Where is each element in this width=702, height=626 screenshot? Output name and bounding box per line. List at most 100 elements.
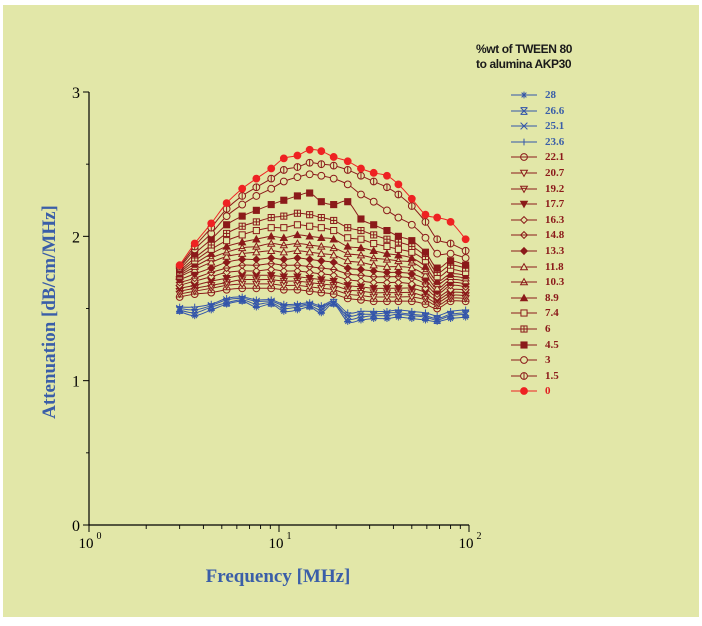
data-point bbox=[238, 266, 247, 276]
legend-label: 16.3 bbox=[545, 213, 565, 226]
data-point bbox=[317, 242, 326, 250]
data-point bbox=[238, 222, 246, 230]
data-point bbox=[447, 307, 454, 315]
data-point bbox=[207, 249, 216, 257]
legend-item: 13.3 bbox=[509, 244, 619, 258]
data-point bbox=[252, 266, 261, 276]
data-point bbox=[344, 234, 352, 242]
data-point bbox=[356, 276, 366, 286]
legend-swatch bbox=[511, 138, 537, 146]
data-point bbox=[329, 271, 338, 280]
data-point bbox=[356, 250, 366, 259]
data-point bbox=[279, 166, 288, 174]
data-point bbox=[266, 239, 276, 247]
legend-title-line-1: %wt of TWEEN 80 bbox=[476, 42, 573, 56]
legend-item: 16.3 bbox=[509, 213, 619, 227]
data-point bbox=[343, 269, 352, 278]
x-tick-exponent: 0 bbox=[97, 531, 102, 542]
data-point bbox=[305, 255, 314, 264]
data-point bbox=[394, 213, 403, 222]
data-point bbox=[293, 209, 301, 217]
data-point bbox=[357, 164, 365, 173]
data-point bbox=[237, 243, 247, 252]
data-point bbox=[238, 255, 247, 264]
data-point bbox=[306, 299, 314, 307]
x-tick-label: 10 bbox=[269, 536, 284, 552]
data-point bbox=[461, 254, 470, 262]
data-point bbox=[369, 177, 378, 186]
data-point bbox=[252, 234, 261, 243]
data-point bbox=[306, 222, 314, 230]
data-point bbox=[293, 192, 301, 200]
data-point bbox=[279, 233, 289, 241]
legend-marker bbox=[520, 122, 528, 130]
legend-label: 19.2 bbox=[545, 182, 565, 195]
data-point bbox=[407, 263, 417, 272]
series-line bbox=[179, 212, 466, 274]
data-point bbox=[369, 272, 378, 281]
series-line bbox=[179, 296, 466, 317]
data-point bbox=[252, 247, 261, 256]
legend-item: 14.8 bbox=[509, 228, 619, 242]
data-point bbox=[223, 221, 231, 229]
data-point bbox=[252, 183, 261, 192]
data-point bbox=[370, 239, 378, 248]
series-line bbox=[179, 263, 466, 295]
chart-background: 10 0 10 1 10 2 0 1 2 3 Frequency [MHz] Attenuatio… bbox=[3, 5, 699, 617]
legend-title: %wt of TWEEN 80 to alumina AKP30 bbox=[476, 42, 572, 72]
data-point bbox=[279, 247, 289, 256]
data-point bbox=[421, 266, 430, 275]
legend-label: 22.1 bbox=[545, 151, 565, 164]
data-point bbox=[238, 184, 247, 193]
legend-marker bbox=[519, 293, 529, 302]
data-point bbox=[383, 171, 391, 180]
data-point bbox=[317, 233, 326, 241]
data-point bbox=[223, 229, 231, 238]
data-point bbox=[175, 261, 184, 270]
legend-marker bbox=[519, 277, 529, 286]
x-tick-exponent: 1 bbox=[287, 531, 292, 542]
data-point bbox=[407, 220, 416, 229]
data-point bbox=[267, 253, 276, 263]
data-point bbox=[329, 153, 338, 161]
legend-marker bbox=[519, 200, 529, 209]
series-line bbox=[179, 299, 466, 321]
data-point bbox=[267, 265, 276, 274]
legend-item: 8.9 bbox=[509, 291, 619, 305]
legend-swatch bbox=[511, 246, 537, 256]
data-point bbox=[407, 274, 416, 283]
data-point bbox=[238, 200, 247, 209]
data-point bbox=[394, 238, 402, 246]
data-point bbox=[279, 266, 288, 276]
series-line bbox=[179, 192, 466, 270]
data-point bbox=[433, 249, 442, 258]
legend-marker bbox=[520, 325, 528, 333]
legend-marker bbox=[520, 106, 528, 115]
data-point bbox=[222, 247, 231, 256]
legend-swatch bbox=[511, 91, 537, 99]
data-point bbox=[279, 261, 288, 270]
data-point bbox=[383, 235, 391, 243]
data-point bbox=[343, 263, 352, 273]
data-point bbox=[343, 157, 352, 166]
data-point bbox=[433, 235, 442, 244]
data-point bbox=[408, 248, 416, 256]
series-13-3 bbox=[175, 253, 470, 296]
data-point bbox=[394, 190, 403, 199]
series-0 bbox=[175, 145, 470, 270]
data-point bbox=[293, 246, 302, 254]
data-point bbox=[446, 269, 455, 278]
data-point bbox=[237, 249, 247, 257]
data-point bbox=[238, 293, 246, 301]
legend-item: 6 bbox=[509, 322, 619, 336]
data-point bbox=[357, 227, 365, 235]
series-3 bbox=[175, 170, 470, 272]
data-point bbox=[222, 252, 231, 260]
legend-marker bbox=[520, 371, 528, 380]
data-point bbox=[422, 309, 429, 317]
data-point bbox=[329, 174, 338, 183]
series-line bbox=[179, 173, 466, 269]
legend-marker bbox=[520, 387, 528, 396]
